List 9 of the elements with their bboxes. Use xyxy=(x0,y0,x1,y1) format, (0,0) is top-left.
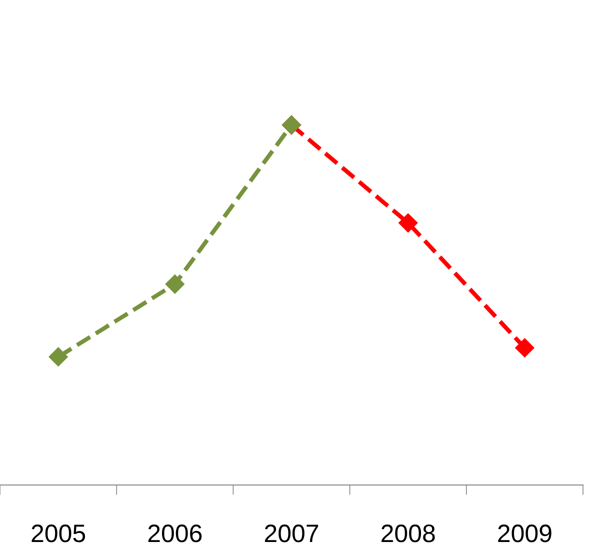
point xyxy=(48,347,68,366)
point xyxy=(515,338,534,358)
x-tick-label: 2009 xyxy=(498,524,552,542)
x-tick-label: 2005 xyxy=(32,524,86,542)
x-tick-label: 2008 xyxy=(382,524,435,542)
point xyxy=(165,274,184,294)
x-tick-label: 2006 xyxy=(148,524,202,542)
x-tick-label: 2007 xyxy=(264,524,318,542)
point xyxy=(398,213,418,232)
